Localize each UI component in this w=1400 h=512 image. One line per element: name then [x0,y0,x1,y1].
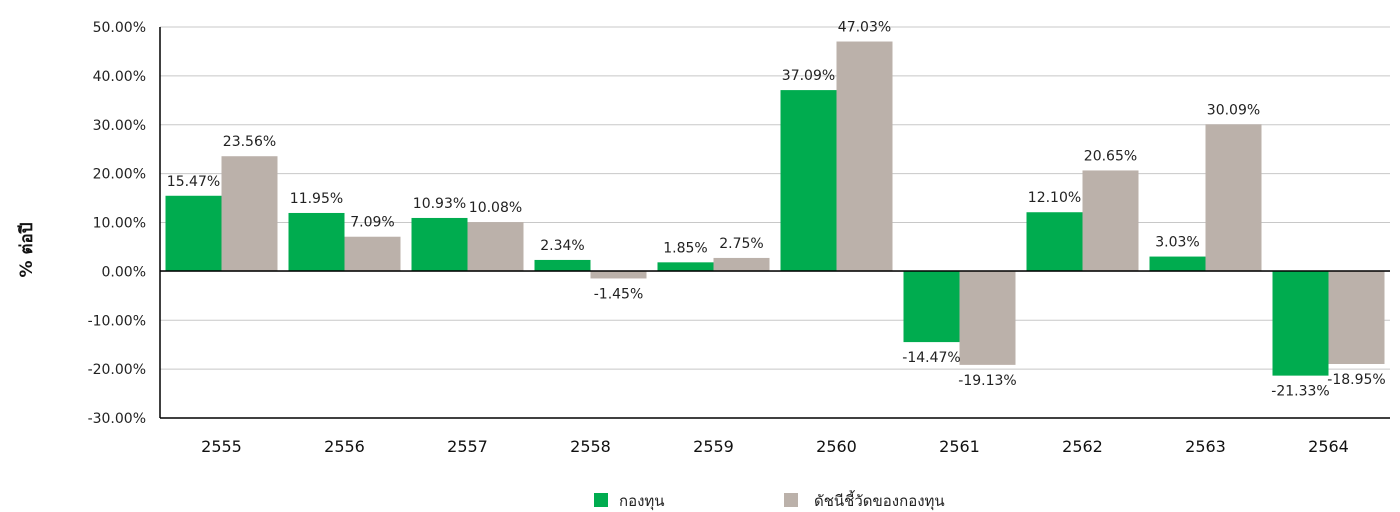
data-label-benchmark: 10.08% [469,200,522,216]
bar-benchmark [344,236,401,272]
x-tick-label: 2556 [324,437,365,456]
data-label-benchmark: -18.95% [1327,372,1385,388]
legend-swatch-fund [594,493,608,507]
legend-label-fund: กองทุน [619,492,665,511]
bar-benchmark [221,156,278,272]
y-tick-label: 30.00% [93,118,146,134]
data-label-fund: 11.95% [290,191,343,207]
bar-fund [534,259,591,272]
data-label-fund: -14.47% [902,350,960,366]
bar-fund [288,212,345,272]
x-tick-label: 2564 [1308,437,1349,456]
bar-fund [780,90,837,272]
data-label-fund: 12.10% [1028,190,1081,206]
x-tick-label: 2562 [1062,437,1103,456]
bar-fund [657,262,714,272]
y-tick-label: 50.00% [93,20,146,36]
y-tick-label: 40.00% [93,69,146,85]
data-label-fund: 15.47% [167,174,220,190]
data-label-fund: 3.03% [1155,235,1199,251]
bar-fund [165,195,222,272]
x-tick-label: 2557 [447,437,488,456]
data-label-benchmark: 30.09% [1207,102,1260,118]
legend-swatch-benchmark [784,493,798,507]
bar-benchmark [1082,170,1139,272]
x-tick-label: 2561 [939,437,980,456]
data-label-benchmark: -19.13% [958,373,1016,389]
x-tick-label: 2563 [1185,437,1226,456]
bars [165,41,1385,376]
y-tick-label: -20.00% [88,362,146,378]
data-labels: 15.47% 23.56% 11.95% 7.09% 10.93% 10.08% 2.34%… [167,20,1386,400]
data-label-benchmark: 23.56% [223,134,276,150]
bar-benchmark [959,271,1016,365]
y-tick-label: -10.00% [88,313,146,329]
data-label-fund: -21.33% [1271,384,1329,400]
bar-fund [903,271,960,343]
data-label-benchmark: 7.09% [350,215,394,231]
legend: กองทุน ดัชนีชี้วัดของกองทุน [594,490,945,511]
legend-label-benchmark: ดัชนีชี้วัดของกองทุน [814,490,945,511]
bar-benchmark [836,41,893,272]
bar-benchmark [1328,271,1385,364]
bar-fund [1149,256,1206,272]
y-axis-label: % ต่อปี [16,222,37,277]
y-tick-label: -30.00% [88,411,146,427]
y-tick-labels: -30.00% -20.00% -10.00% 0.00% 10.00% 20.00% 30… [88,20,146,427]
y-tick-label: 0.00% [102,264,146,280]
bar-benchmark [467,222,524,272]
x-tick-labels: 2555 2556 2557 2558 2559 2560 2561 2562 2563 2564 [201,437,1349,456]
bar-fund [1272,271,1329,376]
data-label-benchmark: -1.45% [594,286,644,302]
data-label-fund: 37.09% [782,68,835,84]
y-tick-label: 20.00% [93,167,146,183]
bar-fund [1026,212,1083,272]
data-label-fund: 10.93% [413,196,466,212]
data-label-benchmark: 47.03% [838,20,891,36]
bar-fund [411,217,468,272]
y-tick-label: 10.00% [93,216,146,232]
bar-benchmark [1205,124,1262,272]
axes [159,27,1390,419]
x-tick-label: 2560 [816,437,857,456]
data-label-fund: 2.34% [540,238,584,254]
x-tick-label: 2555 [201,437,242,456]
data-label-fund: 1.85% [663,240,707,256]
x-tick-label: 2559 [693,437,734,456]
data-label-benchmark: 20.65% [1084,148,1137,164]
bar-benchmark [590,271,647,279]
data-label-benchmark: 2.75% [719,236,763,252]
x-tick-label: 2558 [570,437,611,456]
bar-benchmark [713,257,770,272]
